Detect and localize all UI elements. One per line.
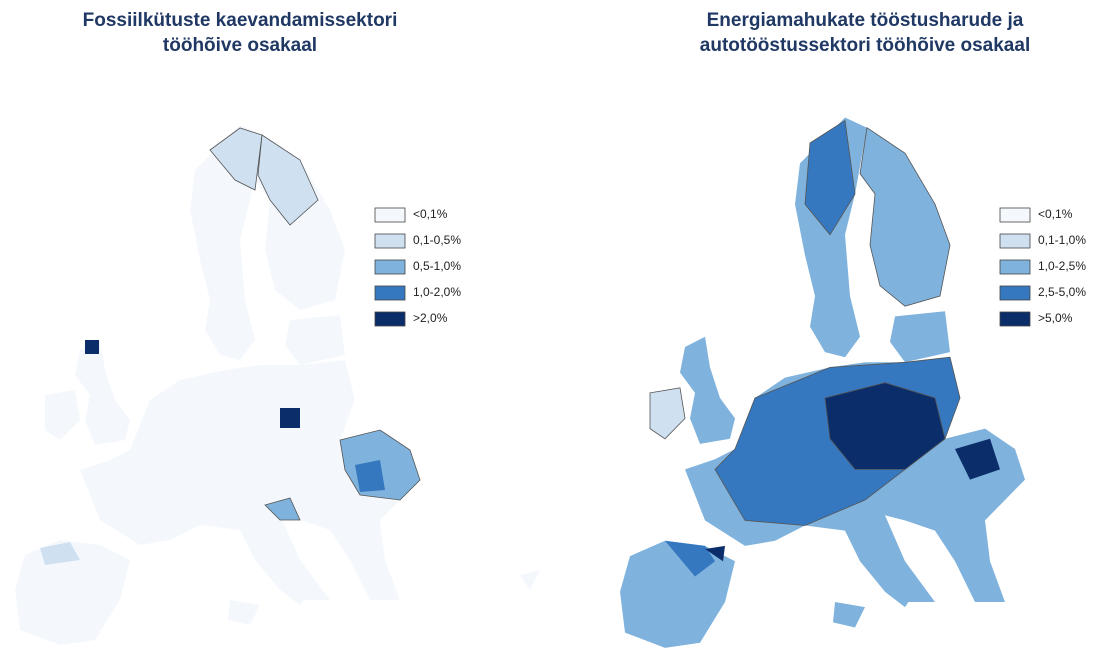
legend-label: <0,1%	[413, 207, 448, 221]
legend-label: >2,0%	[413, 311, 448, 325]
legend-label: 0,1-0,5%	[413, 233, 461, 247]
legend-label: 2,5-5,0%	[1038, 285, 1086, 299]
map-title: Fossiilkütuste kaevandamissektori	[83, 10, 398, 31]
map-title: autotööstussektori tööhõive osakaal	[700, 35, 1030, 56]
legend-swatch	[375, 312, 405, 326]
legend-label: <0,1%	[1038, 207, 1073, 221]
legend-label: 0,1-1,0%	[1038, 233, 1086, 247]
legend-swatch	[1000, 208, 1030, 222]
legend: <0,1% 0,1-1,0% 1,0-2,5% 2,5-5,0% >5,0%	[1000, 207, 1086, 326]
legend-swatch	[375, 260, 405, 274]
legend-swatch	[1000, 234, 1030, 248]
legend-swatch	[1000, 260, 1030, 274]
page: Fossiilkütuste kaevandamissektori tööhõi…	[0, 0, 1101, 658]
legend-label: 0,5-1,0%	[413, 259, 461, 273]
legend-swatch	[1000, 312, 1030, 326]
map-title: tööhõive osakaal	[163, 35, 317, 56]
legend-label: >5,0%	[1038, 311, 1073, 325]
legend: <0,1% 0,1-0,5% 0,5-1,0% 1,0-2,0% >2,0%	[375, 207, 461, 326]
map-title: Energiamahukate tööstusharude ja	[707, 10, 1024, 31]
legend-label: 1,0-2,0%	[413, 285, 461, 299]
legend-swatch	[375, 234, 405, 248]
legend-swatch	[375, 208, 405, 222]
legend-swatch	[1000, 286, 1030, 300]
legend-label: 1,0-2,5%	[1038, 259, 1086, 273]
map-left: Fossiilkütuste kaevandamissektori tööhõi…	[15, 10, 540, 645]
legend-swatch	[375, 286, 405, 300]
map-right	[620, 118, 1101, 648]
